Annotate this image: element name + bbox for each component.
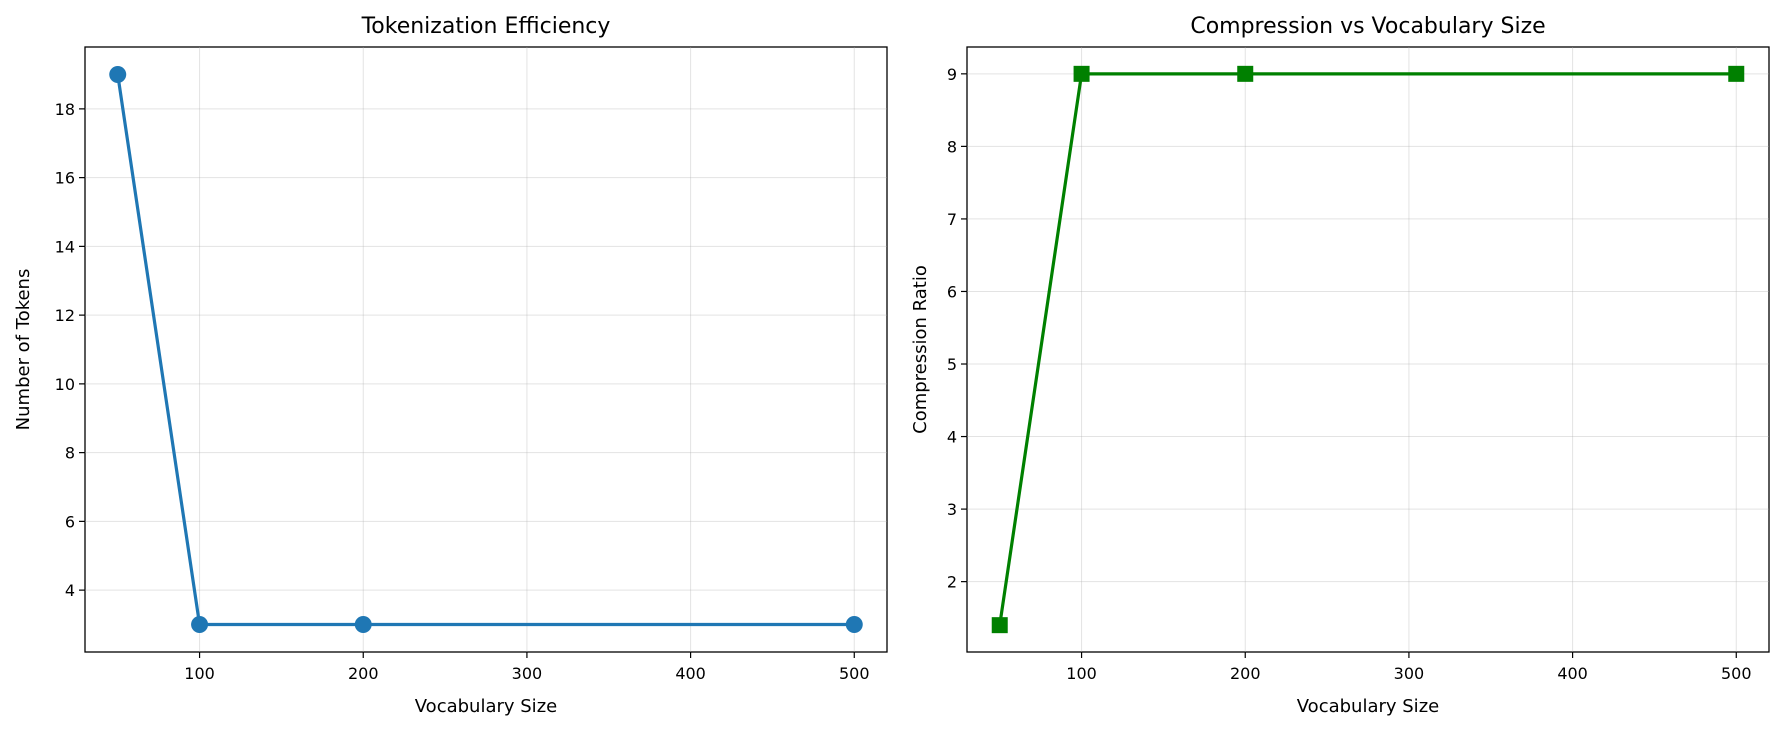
y-tick-label: 14 [55, 237, 75, 256]
y-tick-label: 8 [947, 137, 957, 156]
x-tick-label: 300 [512, 664, 543, 683]
series-layer [109, 66, 863, 633]
x-tick-label: 100 [184, 664, 215, 683]
y-tick-label: 2 [947, 573, 957, 592]
y-tick-label: 16 [55, 169, 75, 188]
data-point [109, 66, 127, 83]
series-line [116, 74, 855, 627]
x-tick-label: 400 [1557, 664, 1588, 683]
x-tick-label: 500 [1721, 664, 1752, 683]
y-tick-label: 4 [947, 428, 957, 447]
y-tick-label: 7 [947, 210, 957, 229]
y-tick-label: 18 [55, 100, 75, 119]
y-tick-label: 3 [947, 500, 957, 519]
data-point [1237, 65, 1254, 82]
y-tick-label: 9 [947, 65, 957, 84]
data-point [991, 617, 1008, 634]
x-tick-label: 100 [1066, 664, 1097, 683]
data-point [1073, 65, 1090, 82]
series-layer [991, 65, 1745, 634]
x-tick-label: 400 [675, 664, 706, 683]
y-tick-label: 5 [947, 355, 957, 374]
series-line [998, 72, 1737, 626]
data-point [191, 616, 209, 633]
chart-title: Tokenization Efficiency [361, 14, 611, 39]
y-tick-label: 10 [55, 375, 75, 394]
x-tick-label: 500 [839, 664, 870, 683]
data-point [1728, 65, 1745, 82]
x-tick-label: 200 [1230, 664, 1261, 683]
y-tick-label: 6 [65, 512, 75, 531]
x-tick-label: 200 [348, 664, 379, 683]
data-point [354, 616, 372, 633]
x-axis-label: Vocabulary Size [415, 696, 557, 717]
y-tick-label: 8 [65, 444, 75, 463]
axis-ticks: 100 200 300 400 500 4 6 8 10 12 14 16 18 [55, 100, 870, 683]
grid-lines [967, 47, 1769, 652]
y-axis-label: Compression Ratio [910, 265, 931, 434]
y-tick-label: 4 [65, 581, 75, 600]
x-tick-label: 300 [1394, 664, 1425, 683]
chart-title: Compression vs Vocabulary Size [1190, 14, 1545, 39]
x-axis-label: Vocabulary Size [1297, 696, 1439, 717]
y-axis-label: Number of Tokens [13, 269, 34, 431]
plot-area-frame [84, 46, 888, 653]
data-point [845, 616, 863, 633]
y-tick-label: 6 [947, 282, 957, 301]
plot-area-frame [966, 46, 1770, 653]
axis-ticks: 100 200 300 400 500 2 3 4 5 6 7 8 9 [947, 65, 1752, 683]
grid-lines [85, 47, 887, 652]
chart-tokenization-efficiency: 100 200 300 400 500 4 6 8 10 12 14 16 18 Tokenizatio… [13, 14, 888, 717]
y-tick-label: 12 [55, 306, 75, 325]
chart-compression-vs-vocabulary-size: 100 200 300 400 500 2 3 4 5 6 7 8 9 Compression vs V… [910, 14, 1770, 717]
